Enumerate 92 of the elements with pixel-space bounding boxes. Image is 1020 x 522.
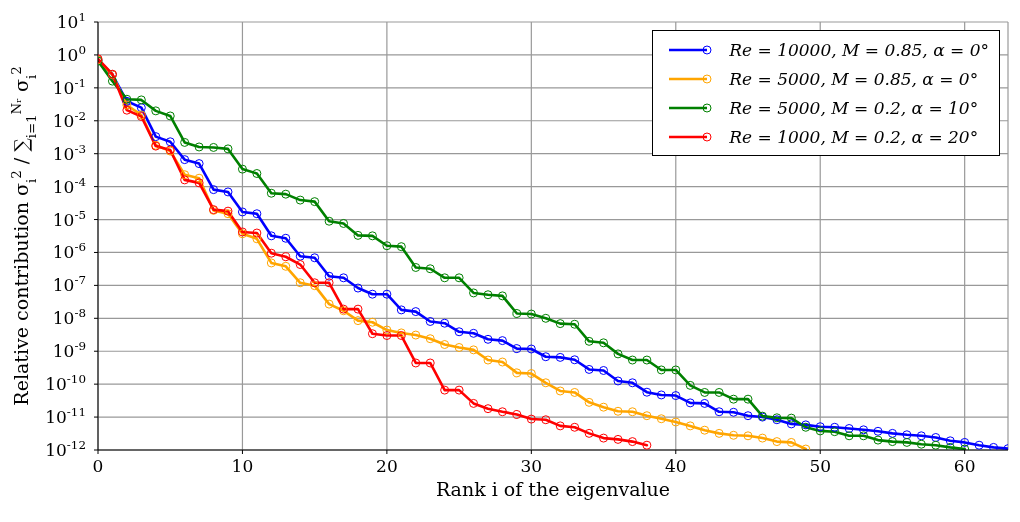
point [252,228,262,238]
point [497,357,507,367]
x-tick-label: 50 [809,456,832,476]
point [454,385,464,395]
x-tick-label: 60 [953,456,976,476]
point [613,406,623,416]
point [570,387,580,397]
y-tick-label: 10$^{-11}$ [45,405,86,428]
y-tick-label: 10$^{-1}$ [52,75,86,98]
point [599,433,609,443]
point [483,355,493,365]
y-tick-label: 10$^{-4}$ [52,174,86,197]
point [555,421,565,431]
x-tick-label: 20 [376,456,398,476]
legend-label: Re = 1000, M = 0.2, α = 20° [729,126,979,147]
point [324,299,334,309]
point [541,378,551,388]
point [440,340,450,350]
point [642,411,652,421]
point [180,175,190,185]
point [324,278,334,288]
point [729,430,739,440]
point [570,422,580,432]
point [440,385,450,395]
point [281,252,291,262]
x-tick-label: 10 [231,456,254,476]
point [786,437,796,447]
point [353,304,363,314]
y-tick-label: 10$^{-12}$ [45,438,86,460]
point [642,440,652,450]
point [627,437,637,447]
legend-label: Re = 5000, M = 0.2, α = 10° [729,97,979,118]
y-tick-label: 10$^{-3}$ [52,141,86,164]
point [180,170,190,180]
point [483,404,493,414]
point [613,434,623,444]
point [584,428,594,438]
x-tick-label: 30 [520,456,543,476]
point [295,260,305,270]
y-tick-label: 10$^{-7}$ [52,273,86,296]
point [555,386,565,396]
point [367,317,377,327]
point [194,173,204,183]
point [122,105,132,115]
point [425,358,435,368]
x-tick-label: 0 [92,456,104,476]
point [454,342,464,352]
point [627,407,637,417]
y-tick-label: 10$^{-8}$ [52,306,86,329]
point [584,397,594,407]
point [382,325,392,335]
y-tick-label: 10$^{-10}$ [45,372,86,395]
point [281,261,291,271]
x-tick-label: 40 [664,456,687,476]
point [122,100,132,110]
legend-label: Re = 5000, M = 0.85, α = 0° [729,68,979,89]
point [743,431,753,441]
point [526,414,536,424]
point [425,334,435,344]
point [411,358,421,368]
point [512,409,522,419]
point [194,178,204,188]
point [599,402,609,412]
y-tick-label: 10$^{-2}$ [52,108,86,131]
point [671,417,681,427]
point [526,369,536,379]
point [353,316,363,326]
point [382,331,392,341]
point [469,345,479,355]
legend-label: Re = 10000, M = 0.85, α = 0° [729,39,989,60]
point [411,330,421,340]
point [512,368,522,378]
point [252,234,262,244]
point [295,278,305,288]
y-tick-label: 10$^{0}$ [56,42,86,65]
point [700,425,710,435]
y-tick-label: 10$^{-5}$ [52,207,86,230]
y-tick-label: 10$^{1}$ [56,10,86,32]
point [772,437,782,447]
point [497,407,507,417]
point [266,248,276,258]
y-tick-label: 10$^{-9}$ [52,339,86,362]
y-tick-label: 10$^{-6}$ [52,240,86,263]
x-axis-title: Rank i of the eigenvalue [435,478,671,500]
point [757,433,767,443]
point [266,258,276,268]
point [714,428,724,438]
point [469,398,479,408]
point [367,329,377,339]
point [541,415,551,425]
point [656,414,666,424]
point [685,421,695,431]
